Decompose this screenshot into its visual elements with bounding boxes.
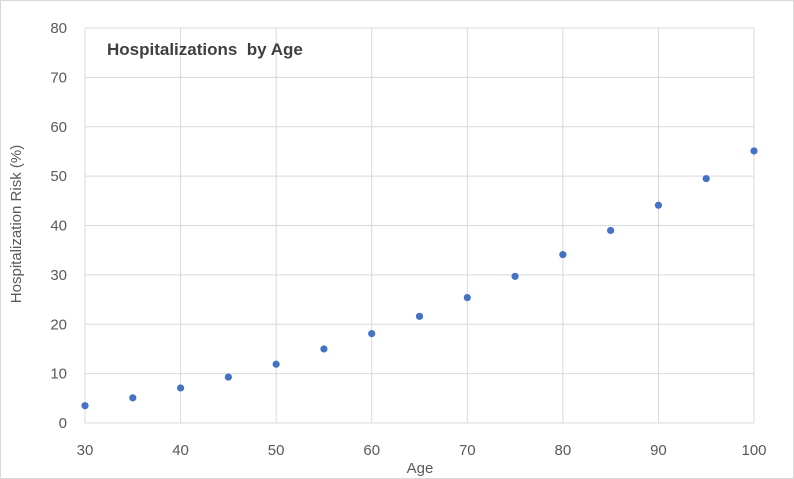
data-points bbox=[81, 147, 758, 410]
x-tick-label: 60 bbox=[363, 442, 380, 459]
y-tick-label: 40 bbox=[50, 218, 67, 235]
data-point bbox=[750, 147, 758, 155]
x-tick-label: 80 bbox=[555, 442, 572, 459]
y-tick-label: 80 bbox=[50, 20, 67, 37]
chart-title: Hospitalizations by Age bbox=[107, 40, 303, 59]
x-tick-label: 90 bbox=[650, 442, 667, 459]
data-point bbox=[415, 312, 424, 320]
data-point bbox=[463, 293, 471, 302]
data-point bbox=[368, 330, 376, 338]
x-tick-label: 70 bbox=[459, 442, 476, 459]
x-tick-label: 100 bbox=[741, 442, 766, 459]
y-tick-label: 10 bbox=[50, 366, 67, 383]
y-tick-label: 60 bbox=[50, 119, 67, 136]
y-tick-label: 70 bbox=[50, 69, 67, 86]
data-point bbox=[129, 394, 137, 402]
y-tick-label: 50 bbox=[50, 168, 67, 185]
data-point bbox=[176, 384, 185, 392]
x-tick-label: 40 bbox=[172, 442, 189, 459]
data-point bbox=[559, 251, 567, 259]
data-point bbox=[511, 272, 519, 280]
data-point bbox=[702, 174, 710, 183]
x-axis-ticks: 30 40 50 60 70 80 90 100 bbox=[77, 442, 767, 459]
data-point bbox=[607, 226, 615, 235]
gridlines bbox=[84, 27, 755, 424]
data-point bbox=[224, 373, 232, 381]
y-tick-label: 20 bbox=[50, 316, 67, 333]
data-point bbox=[81, 402, 89, 410]
y-tick-label: 30 bbox=[50, 267, 67, 284]
y-axis-title: Hospitalization Risk (%) bbox=[8, 145, 25, 303]
x-axis-title: Age bbox=[407, 460, 434, 477]
y-tick-label: 0 bbox=[59, 415, 67, 432]
data-point bbox=[320, 345, 328, 353]
y-axis-ticks: 0 10 20 30 40 50 60 70 80 bbox=[50, 20, 67, 432]
data-point bbox=[654, 201, 663, 209]
x-tick-label: 50 bbox=[268, 442, 285, 459]
data-point bbox=[272, 360, 280, 368]
x-tick-label: 30 bbox=[77, 442, 94, 459]
